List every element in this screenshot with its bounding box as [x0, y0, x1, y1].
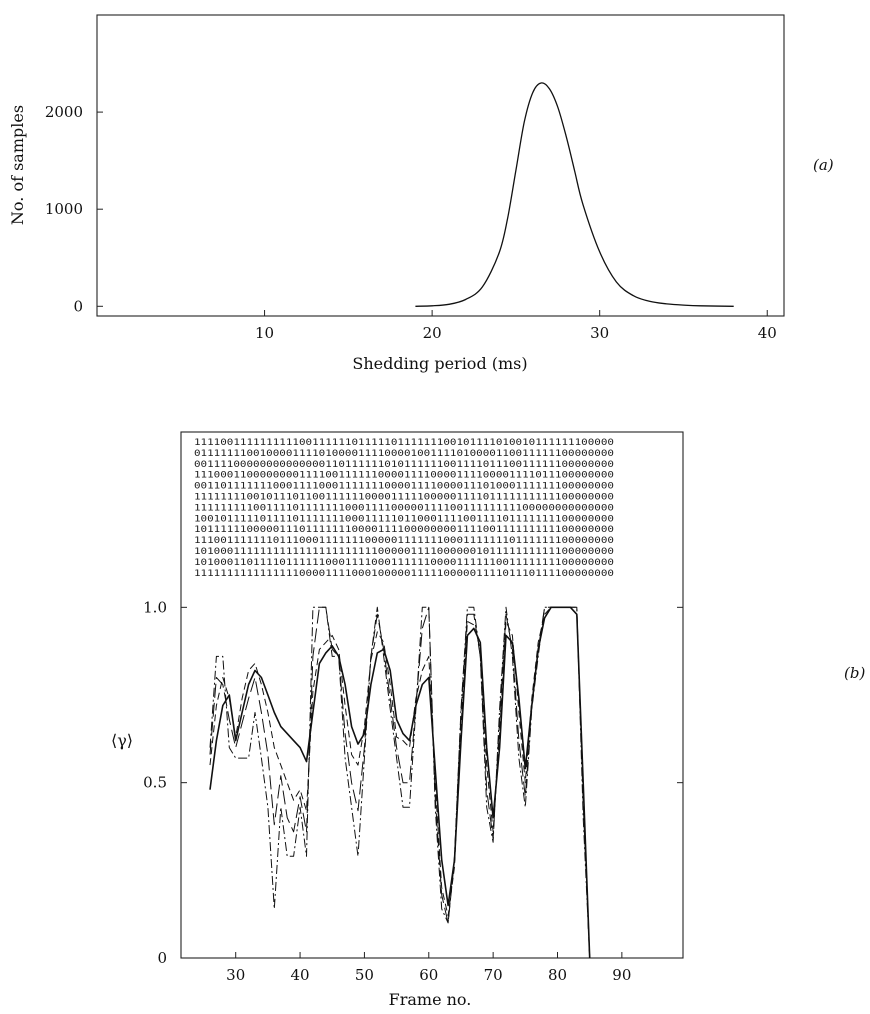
panel-b-x-tick-label: 30: [226, 966, 245, 984]
panel-b-y-axis-label: ⟨γ⟩: [111, 731, 133, 750]
panel-b-y-tick-label: 0.5: [143, 774, 167, 792]
panel-a-shedding-distribution-curve: [415, 82, 734, 307]
panel-b-y-tick-label: 0: [157, 949, 167, 967]
panel-b-series-solid: [209, 606, 591, 959]
panel-b-x-tick-label: 60: [419, 966, 438, 984]
panel-b-series-dashed-long: [209, 606, 591, 959]
panel-b-binary-row: 0011110000000000000011011111101011111100…: [194, 460, 614, 470]
panel-b-binary-row: 1111001111111111001111110111110111111100…: [194, 438, 614, 448]
panel-a-x-tick-label: 30: [590, 324, 609, 342]
panel-b-binary-row: 1011111100000111011111110000111100000000…: [194, 525, 614, 535]
panel-b-series-dashed: [209, 606, 591, 959]
panel-b-binary-row: 1001011111011110111111100011111011000111…: [194, 514, 614, 524]
panel-b-binary-matrix: 1111001111111111001111110111110111111100…: [194, 438, 614, 579]
panel-b-x-tick-label: 80: [548, 966, 567, 984]
panel-a-x-tick-label: 40: [758, 324, 777, 342]
panel-a-plot-frame: [96, 14, 785, 317]
panel-b-plot-frame: [180, 431, 684, 959]
panel-b-label: (b): [844, 664, 865, 682]
panel-b-binary-row: 1111111100101110110011111100001111100000…: [194, 493, 614, 503]
panel-a-y-axis-label: No. of samples: [8, 105, 27, 225]
panel-b-binary-row: 1010001111111111111111111111000001111000…: [194, 547, 614, 557]
panel-a-x-tick-label: 10: [255, 324, 274, 342]
panel-a-y-tick-label: 0: [73, 297, 83, 315]
panel-b-binary-row: 0011011111110001111000111111100001111000…: [194, 482, 614, 492]
panel-a-y-tick-label: 1000: [45, 200, 83, 218]
panel-a-x-axis-label: Shedding period (ms): [352, 354, 527, 373]
panel-a-x-tick-label: 20: [423, 324, 442, 342]
panel-b-coherence-plot: 1111001111111111001111110111110111111100…: [111, 431, 865, 1009]
panel-b-x-tick-label: 50: [355, 966, 374, 984]
panel-a-label: (a): [813, 156, 834, 174]
panel-b-binary-row: 1110011111110111000111111100000111111100…: [194, 536, 614, 546]
panel-b-x-tick-label: 70: [484, 966, 503, 984]
panel-b-y-tick-label: 1.0: [143, 598, 167, 616]
panel-b-binary-row: 1111111111111111000011110001000001111100…: [194, 569, 614, 579]
panel-b-x-tick-label: 90: [612, 966, 631, 984]
panel-b-binary-row: 1110001100000000111100111111000011110000…: [194, 471, 614, 481]
panel-b-binary-row: 0111111100100001111010000111100001001111…: [194, 449, 614, 459]
panel-b-binary-row: 1111111110011110111111100011110000011110…: [194, 503, 614, 513]
panel-b-x-axis-label: Frame no.: [389, 990, 472, 1009]
panel-b-x-tick-label: 40: [291, 966, 310, 984]
panel-a-y-tick-label: 2000: [45, 103, 83, 121]
panel-b-binary-row: 1010001101111011111100011110001111110000…: [194, 558, 614, 568]
panel-b-series-dash-dot: [209, 606, 591, 959]
